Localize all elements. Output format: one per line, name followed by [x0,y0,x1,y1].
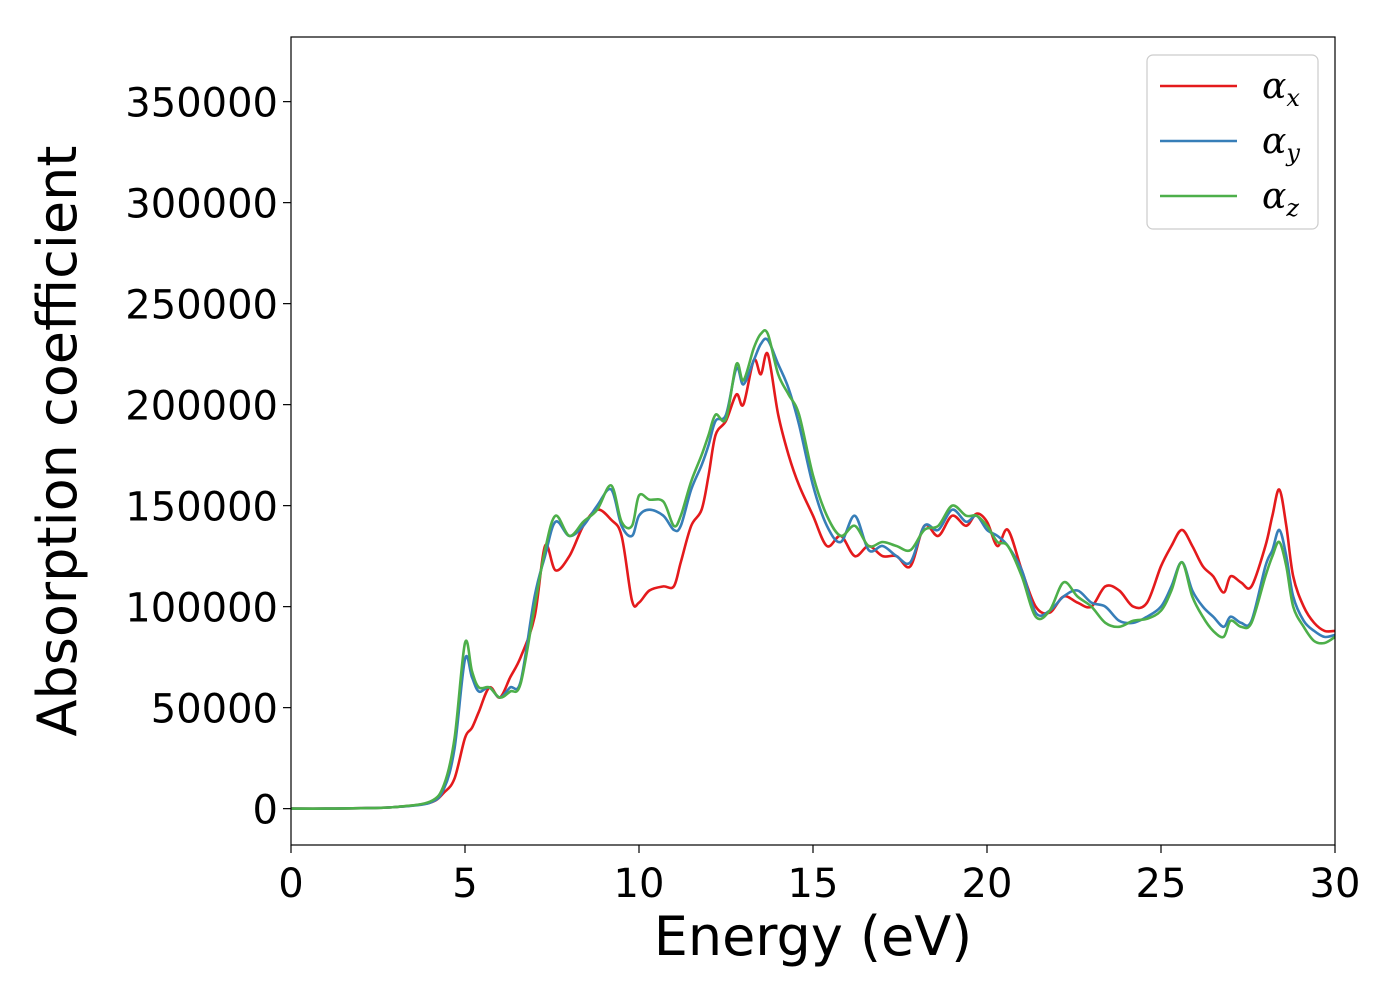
series-line-alpha-x [291,351,1335,810]
x-tick-label: 0 [278,861,303,907]
y-tick-label: 50000 [151,687,278,733]
x-tick-label: 10 [614,861,665,907]
x-tick-label: 30 [1310,861,1361,907]
x-tick-label: 20 [962,861,1013,907]
x-tick-label: 5 [452,861,477,907]
y-tick-label: 150000 [125,485,278,531]
x-axis-ticks: 0 5 10 15 20 25 30 [278,845,1360,907]
y-axis-ticks: 0 50000 100000 150000 200000 250000 300000 3500… [125,81,291,834]
y-tick-label: 300000 [125,182,278,228]
y-tick-label: 100000 [125,586,278,632]
y-axis-title: Absorption coefficient [26,146,89,737]
y-tick-label: 200000 [125,384,278,430]
x-tick-label: 15 [788,861,839,907]
series-layer [291,329,1335,810]
series-line-alpha-z [291,329,1335,810]
y-tick-label: 350000 [125,81,278,127]
x-tick-label: 25 [1136,861,1187,907]
y-tick-label: 0 [253,788,278,834]
y-tick-label: 250000 [125,283,278,329]
x-axis-title: Energy (eV) [654,905,973,968]
series-line-alpha-y [291,337,1335,810]
